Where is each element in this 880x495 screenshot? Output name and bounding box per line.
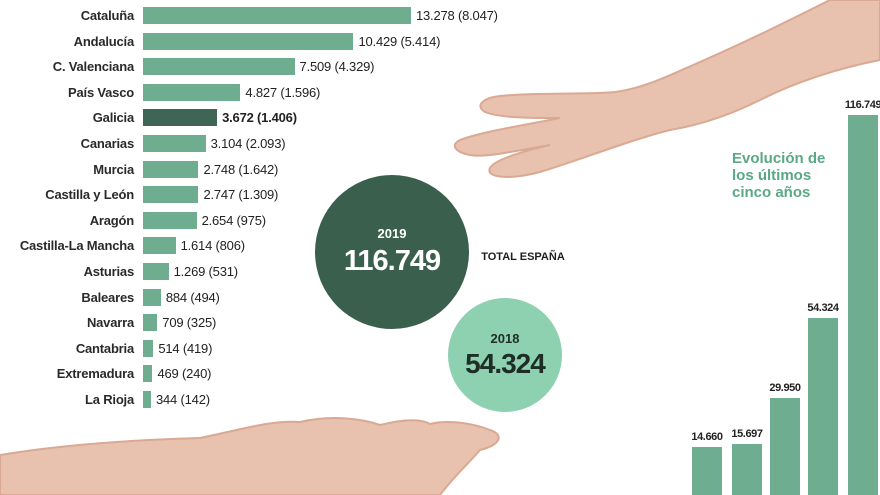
region-label: Cantabria — [75, 340, 134, 356]
total-2019-value: 116.749 — [343, 245, 441, 277]
lower-hand-illustration — [0, 417, 500, 495]
region-bar — [143, 237, 176, 255]
region-bar-value: 2.654 (975) — [201, 212, 266, 228]
evolution-column — [808, 318, 838, 495]
total-2019-circle: 2019 116.749 — [315, 175, 469, 329]
region-label: Andalucía — [73, 33, 135, 49]
region-bar — [143, 391, 151, 408]
region-bar — [143, 186, 199, 204]
upper-hand-illustration — [453, 0, 880, 178]
evolution-column-value: 116.749 — [844, 99, 880, 111]
evolution-column-value: 14.660 — [691, 431, 723, 444]
total-2018-circle: 2018 54.324 — [448, 298, 562, 412]
region-label: Castilla-La Mancha — [19, 238, 134, 254]
evolution-column — [770, 397, 800, 495]
region-label: Cataluña — [80, 8, 135, 23]
region-bar — [143, 288, 161, 306]
region-bar-value: 3.672 (1.406) — [222, 110, 297, 126]
evolution-chart-title: Evolución de los últimos cinco años — [732, 150, 826, 201]
region-bar — [143, 339, 154, 357]
region-bar-value: 2.748 (1.642) — [203, 161, 279, 177]
region-bar — [143, 7, 411, 24]
total-espana-label: TOTAL ESPAÑA — [481, 251, 565, 263]
region-bar — [143, 211, 197, 229]
region-label: C. Valenciana — [52, 59, 134, 75]
region-label: Galicia — [92, 110, 134, 126]
region-bar-value: 514 (419) — [158, 340, 213, 356]
evolution-column-value: 29.950 — [769, 381, 801, 394]
region-bar — [143, 365, 153, 383]
region-label: País Vasco — [68, 84, 134, 100]
region-bar — [143, 314, 158, 332]
region-bar-value: 10.429 (5.414) — [358, 33, 441, 49]
region-bar — [143, 109, 218, 127]
region-bar-value: 709 (325) — [162, 315, 217, 331]
region-bar — [143, 263, 169, 280]
evolution-column-value: 15.697 — [731, 427, 763, 440]
region-bar-value: 13.278 (8.047) — [416, 8, 498, 23]
total-2018-year: 2018 — [490, 330, 520, 346]
region-bar-value: 3.104 (2.093) — [210, 136, 286, 151]
total-2018-value: 54.324 — [465, 347, 546, 379]
region-bar — [143, 83, 241, 101]
region-label: Extremadura — [56, 366, 134, 382]
evolution-column — [732, 443, 762, 495]
evolution-column — [692, 447, 722, 495]
region-label: La Rioja — [85, 392, 134, 407]
region-bar — [143, 32, 354, 50]
region-bar-value: 1.269 (531) — [173, 264, 238, 279]
region-label: Asturias — [83, 264, 135, 279]
region-label: Canarias — [80, 136, 135, 151]
region-bar-value: 1.614 (806) — [180, 238, 245, 254]
region-bar-value: 2.747 (1.309) — [203, 187, 279, 203]
region-label: Navarra — [86, 315, 134, 331]
region-bar-value: 7.509 (4.329) — [299, 59, 375, 75]
region-bar — [143, 160, 199, 178]
region-bar-value: 344 (142) — [156, 392, 210, 407]
region-label: Castilla y León — [45, 187, 134, 203]
region-label: Aragón — [89, 212, 135, 228]
region-bar-value: 469 (240) — [157, 366, 212, 382]
region-label: Murcia — [93, 161, 134, 177]
region-bar-value: 884 (494) — [165, 289, 220, 305]
region-bar — [143, 135, 206, 152]
region-bar-value: 4.827 (1.596) — [245, 84, 321, 100]
region-bar — [143, 58, 295, 76]
total-2019-year: 2019 — [377, 226, 407, 241]
evolution-column — [848, 115, 878, 495]
region-label: Baleares — [81, 289, 134, 305]
evolution-column-value: 54.324 — [807, 302, 839, 315]
